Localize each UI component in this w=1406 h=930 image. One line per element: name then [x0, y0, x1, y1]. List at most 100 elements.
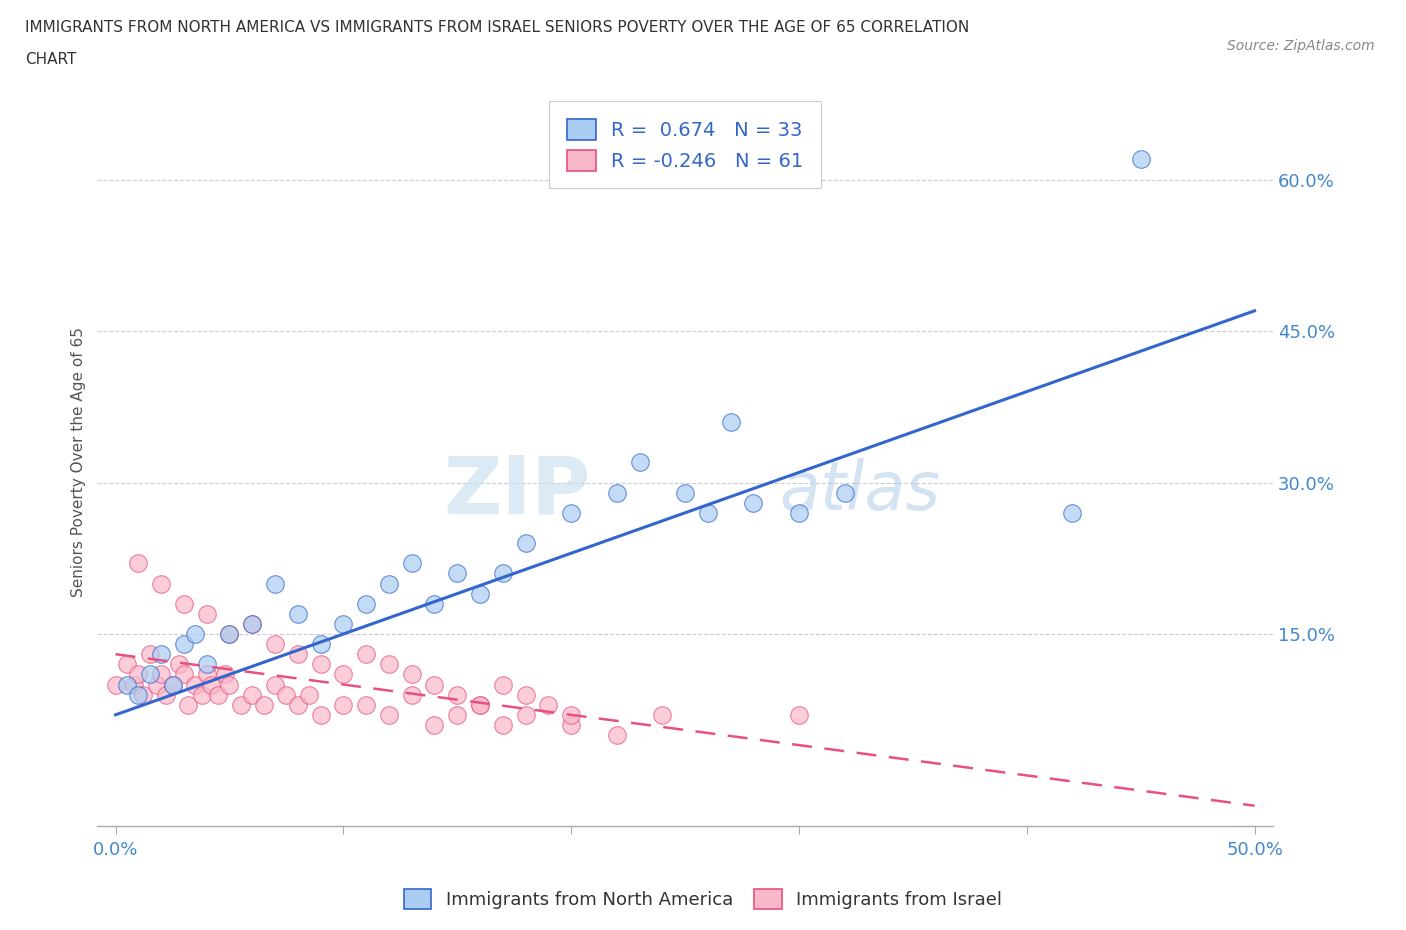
Point [834, 485, 856, 500]
Point [332, 617, 354, 631]
Point [787, 505, 810, 520]
Point [173, 596, 195, 611]
Point [651, 708, 673, 723]
Point [287, 698, 309, 712]
Point [276, 687, 298, 702]
Point [378, 576, 401, 591]
Point [184, 627, 207, 642]
Point [104, 677, 127, 692]
Point [240, 617, 263, 631]
Point [195, 606, 218, 621]
Point [560, 717, 582, 732]
Point [155, 687, 177, 702]
Y-axis label: Seniors Poverty Over the Age of 65: Seniors Poverty Over the Age of 65 [72, 327, 86, 597]
Point [240, 617, 263, 631]
Point [127, 687, 149, 702]
Point [423, 677, 446, 692]
Point [468, 698, 491, 712]
Point [560, 505, 582, 520]
Point [446, 708, 468, 723]
Point [184, 677, 207, 692]
Point [195, 657, 218, 671]
Point [309, 657, 332, 671]
Point [332, 667, 354, 682]
Point [515, 708, 537, 723]
Point [229, 698, 252, 712]
Text: atlas: atlas [779, 458, 941, 525]
Point [468, 586, 491, 601]
Legend: Immigrants from North America, Immigrants from Israel: Immigrants from North America, Immigrant… [396, 882, 1010, 916]
Point [787, 708, 810, 723]
Text: ZIP: ZIP [444, 452, 591, 530]
Point [150, 576, 173, 591]
Point [218, 627, 240, 642]
Point [264, 576, 287, 591]
Point [492, 717, 515, 732]
Point [423, 596, 446, 611]
Point [115, 657, 138, 671]
Point [378, 708, 401, 723]
Point [401, 667, 423, 682]
Point [139, 667, 162, 682]
Point [173, 637, 195, 652]
Point [354, 646, 377, 661]
Point [446, 687, 468, 702]
Point [423, 717, 446, 732]
Point [132, 687, 155, 702]
Point [560, 708, 582, 723]
Point [173, 667, 195, 682]
Point [115, 677, 138, 692]
Point [264, 677, 287, 692]
Point [191, 687, 214, 702]
Point [122, 677, 145, 692]
Point [207, 687, 229, 702]
Point [401, 556, 423, 571]
Point [214, 667, 236, 682]
Point [696, 505, 718, 520]
Point [298, 687, 321, 702]
Point [673, 485, 696, 500]
Point [218, 627, 240, 642]
Legend: R =  0.674   N = 33, R = -0.246   N = 61: R = 0.674 N = 33, R = -0.246 N = 61 [550, 101, 821, 188]
Point [218, 677, 240, 692]
Point [150, 646, 173, 661]
Point [537, 698, 560, 712]
Point [1129, 152, 1152, 166]
Point [378, 657, 401, 671]
Point [628, 455, 651, 470]
Point [742, 496, 765, 511]
Point [446, 566, 468, 581]
Point [492, 566, 515, 581]
Point [720, 415, 742, 430]
Point [1062, 505, 1084, 520]
Point [492, 677, 515, 692]
Point [354, 698, 377, 712]
Point [309, 637, 332, 652]
Point [401, 687, 423, 702]
Point [264, 637, 287, 652]
Point [162, 677, 184, 692]
Point [606, 727, 628, 742]
Point [127, 667, 149, 682]
Point [253, 698, 276, 712]
Point [287, 606, 309, 621]
Point [200, 677, 222, 692]
Point [150, 667, 173, 682]
Point [309, 708, 332, 723]
Point [145, 677, 167, 692]
Point [240, 687, 263, 702]
Point [177, 698, 200, 712]
Point [606, 485, 628, 500]
Point [354, 596, 377, 611]
Point [468, 698, 491, 712]
Point [169, 657, 191, 671]
Point [127, 556, 149, 571]
Point [332, 698, 354, 712]
Point [287, 646, 309, 661]
Point [515, 687, 537, 702]
Point [139, 646, 162, 661]
Text: CHART: CHART [25, 52, 77, 67]
Text: IMMIGRANTS FROM NORTH AMERICA VS IMMIGRANTS FROM ISRAEL SENIORS POVERTY OVER THE: IMMIGRANTS FROM NORTH AMERICA VS IMMIGRA… [25, 20, 970, 35]
Point [162, 677, 184, 692]
Point [195, 667, 218, 682]
